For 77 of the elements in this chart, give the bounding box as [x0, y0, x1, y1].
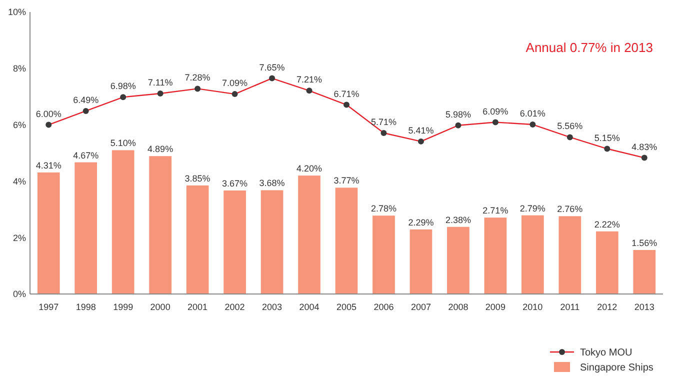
bar: [558, 216, 582, 294]
data-label: 4.83%: [632, 142, 658, 152]
data-label: 6.09%: [482, 106, 508, 116]
data-label: 6.01%: [520, 108, 546, 119]
legend-label: Singapore Ships: [580, 362, 654, 374]
y-tick-label: 10%: [8, 7, 26, 18]
y-tick-label: 6%: [12, 120, 26, 130]
bar: [410, 229, 432, 294]
bar: [484, 218, 507, 294]
data-label: 4.31%: [36, 160, 62, 170]
bar: [186, 185, 209, 294]
data-label: 6.00%: [36, 108, 62, 119]
data-label: 5.41%: [408, 125, 434, 136]
y-tick-label: 4%: [12, 176, 26, 186]
data-label: 4.20%: [296, 164, 322, 174]
data-label: 2.71%: [482, 206, 508, 216]
legend-label: Tokyo MOU: [580, 348, 632, 358]
bar: [37, 172, 60, 294]
data-label: 6.98%: [110, 81, 136, 92]
data-label: 4.67%: [73, 150, 99, 160]
bar: [522, 215, 544, 294]
bar: [298, 176, 320, 294]
x-tick-label: 2006: [374, 302, 394, 312]
data-label: 2.29%: [408, 217, 434, 228]
bar: [447, 226, 470, 294]
x-tick-label: 2010: [522, 302, 543, 312]
data-label: 5.15%: [594, 132, 620, 143]
x-tick-label: 2007: [410, 302, 431, 312]
data-label: 7.65%: [259, 62, 285, 72]
data-label: 5.10%: [110, 138, 136, 148]
x-tick-label: 1997: [38, 302, 59, 312]
x-tick-label: 2008: [448, 302, 468, 312]
y-tick-label: 2%: [12, 232, 26, 243]
x-tick-label: 2009: [485, 302, 506, 312]
bar: [596, 231, 618, 294]
bar: [335, 188, 358, 294]
data-label: 1.56%: [632, 238, 658, 248]
data-label: 2.76%: [557, 204, 583, 214]
data-label: 7.28%: [184, 72, 210, 83]
data-label: 3.85%: [184, 173, 210, 184]
data-label: 3.68%: [259, 178, 285, 188]
x-tick-label: 2004: [299, 302, 320, 312]
x-tick-label: 2000: [150, 302, 170, 312]
data-label: 5.71%: [370, 116, 396, 127]
data-label: 2.38%: [445, 214, 471, 225]
y-tick-label: 8%: [12, 64, 26, 74]
bar: [149, 156, 172, 294]
bar: [260, 190, 284, 294]
data-label: 6.71%: [334, 88, 360, 99]
data-label: 7.09%: [222, 78, 248, 88]
bar: [633, 250, 656, 294]
x-tick-label: 2011: [560, 302, 580, 312]
data-label: 2.22%: [594, 219, 620, 230]
data-label: 5.98%: [445, 109, 471, 120]
x-tick-label: 2003: [262, 302, 282, 312]
bar: [224, 190, 246, 294]
bar: [74, 162, 98, 294]
x-tick-label: 1999: [113, 302, 134, 312]
data-label: 2.79%: [520, 203, 546, 214]
x-tick-label: 2001: [188, 302, 208, 312]
data-label: 7.11%: [148, 78, 173, 88]
data-label: 3.77%: [334, 176, 360, 186]
data-label: 5.56%: [557, 121, 583, 132]
bar: [112, 150, 134, 294]
x-tick-label: 1998: [76, 302, 96, 312]
x-tick-label: 2012: [597, 302, 618, 312]
x-tick-label: 2013: [634, 302, 654, 312]
data-label: 7.21%: [296, 74, 322, 85]
bar: [372, 216, 395, 294]
x-tick-label: 2005: [336, 302, 357, 312]
x-tick-label: 2002: [224, 302, 245, 312]
data-label: 4.89%: [148, 144, 174, 154]
data-label: 6.49%: [73, 94, 99, 105]
annotation: Annual 0.77% in 2013: [526, 40, 653, 55]
data-label: 3.67%: [222, 178, 248, 189]
data-label: 2.78%: [370, 204, 396, 214]
y-tick-label: 0%: [12, 289, 26, 300]
